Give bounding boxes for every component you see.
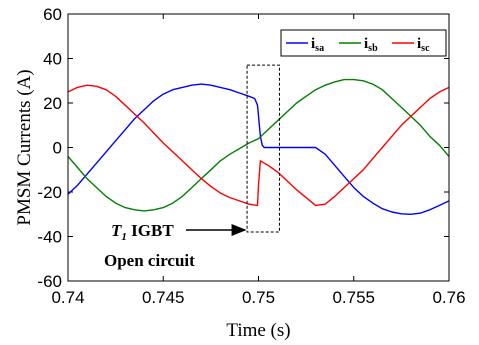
annotation-t-symbol: T	[111, 221, 122, 240]
x-tick-label: 0.76	[432, 288, 465, 307]
series-line-sc	[67, 84, 450, 207]
x-axis-label: Time (s)	[226, 320, 290, 341]
y-tick-label: 0	[53, 139, 62, 158]
annotation-t-subscript: 1	[121, 231, 127, 243]
y-axis-label: PMSM Currents (A)	[14, 69, 35, 225]
y-tick-label: -20	[37, 183, 62, 202]
legend-label-sc: isc	[417, 36, 430, 54]
x-tick-label: 0.74	[51, 288, 84, 307]
legend: isa isb isc	[280, 29, 447, 57]
y-tick-label: 20	[43, 94, 62, 113]
legend-box	[280, 29, 447, 57]
fault-highlight-box	[246, 64, 280, 233]
series-line-sb	[67, 78, 450, 212]
annotation-igbt-text: IGBT	[127, 221, 174, 240]
series-line-sa	[67, 83, 450, 216]
x-tick-label: 0.755	[332, 288, 375, 307]
y-tick-label: -60	[37, 272, 62, 291]
annotation-line2: Open circuit	[104, 251, 195, 270]
x-tick-label: 0.745	[142, 288, 185, 307]
plot-frame	[67, 13, 450, 282]
legend-label-sa: isa	[311, 36, 324, 54]
annotation-line1: T1 IGBT	[111, 221, 174, 243]
y-tick-label: 40	[43, 50, 62, 69]
y-tick-label: -40	[37, 228, 62, 247]
legend-label-sb: isb	[364, 36, 378, 54]
fault-annotation: T1 IGBT Open circuit	[104, 221, 247, 270]
y-tick-label: 60	[43, 5, 62, 24]
x-tick-label: 0.75	[242, 288, 275, 307]
